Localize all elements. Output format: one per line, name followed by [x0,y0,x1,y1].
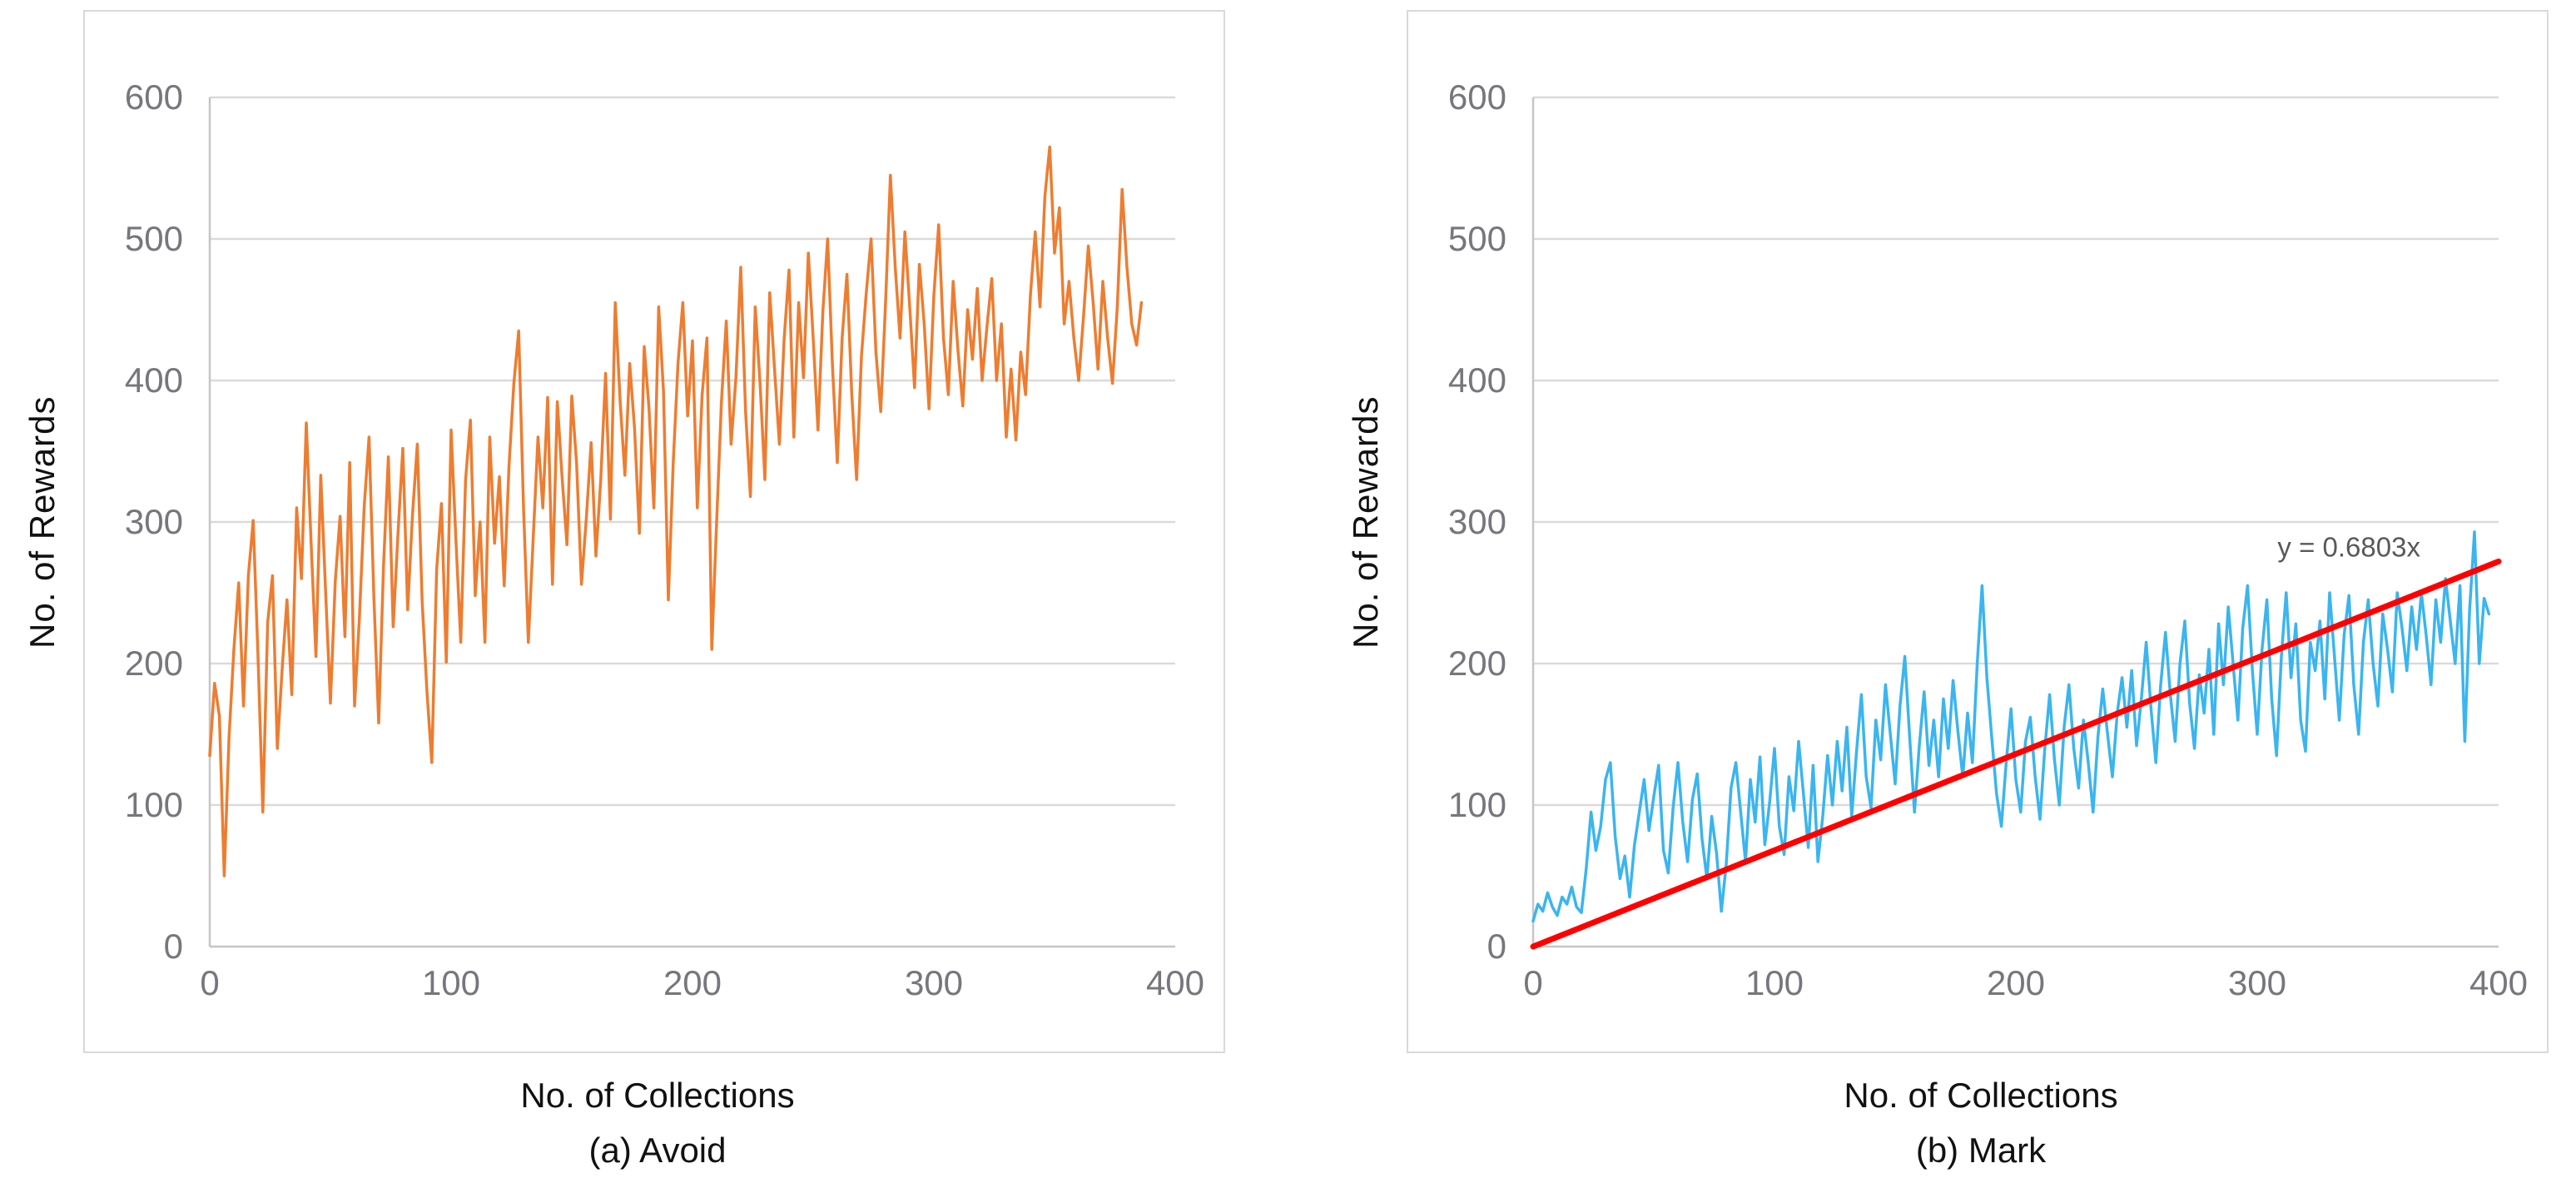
plot-area: 0 100 200 300 400 500 600 0 100 200 300 400 y = 0.68… [1448,77,2528,1002]
series-line-avoid [208,145,1144,877]
y-tick-label: 400 [1448,360,1506,400]
y-axis-title: No. of Rewards [1346,395,1385,649]
x-tick-label: 300 [905,963,963,1002]
x-tick-label: 400 [2469,963,2528,1002]
y-tick-label: 100 [125,785,183,824]
plot-area: 0 100 200 300 400 500 600 0 100 200 300 400 [125,77,1204,1002]
x-tick-label: 200 [663,963,722,1002]
y-tick-label: 200 [1448,644,1506,683]
chart-panel: 0 100 200 300 400 500 600 0 100 200 300 400 y = 0.68… [1407,10,2549,1053]
y-axis-title: No. of Rewards [22,395,62,649]
y-tick-label: 600 [1448,77,1506,117]
x-axis-title: No. of Collections [520,1076,795,1115]
y-tick-label: 0 [164,927,183,966]
y-tick-label: 400 [125,360,183,400]
series-line-mark [1531,530,2491,923]
chart-mark: No. of Rewards 0 100 200 300 400 500 600 0 100 20… [1323,0,2576,1193]
x-tick-label: 200 [1987,963,2045,1002]
y-tick-label: 600 [125,77,183,117]
x-tick-label: 400 [1146,963,1204,1002]
y-tick-label: 300 [125,502,183,541]
y-tick-label: 300 [1448,502,1506,541]
y-tick-label: 500 [1448,219,1506,258]
x-tick-label: 300 [2228,963,2286,1002]
trendline-label: y = 0.6803x [2277,532,2420,563]
x-tick-label: 100 [422,963,480,1002]
x-tick-label: 100 [1745,963,1804,1002]
trendline [1530,558,2502,950]
x-tick-label: 0 [200,963,219,1002]
chart-panel: 0 100 200 300 400 500 600 0 100 200 300 400 [83,10,1225,1053]
chart-caption: (a) Avoid [588,1131,727,1170]
y-tick-label: 200 [125,644,183,683]
chart-caption: (b) Mark [1915,1131,2047,1170]
x-tick-label: 0 [1523,963,1542,1002]
chart-avoid: No. of Rewards 0 100 200 300 400 500 600 0 100 20… [0,0,1253,1193]
y-tick-label: 100 [1448,785,1506,824]
y-tick-label: 0 [1487,927,1506,966]
y-tick-label: 500 [125,219,183,258]
x-axis-title: No. of Collections [1844,1076,2118,1115]
